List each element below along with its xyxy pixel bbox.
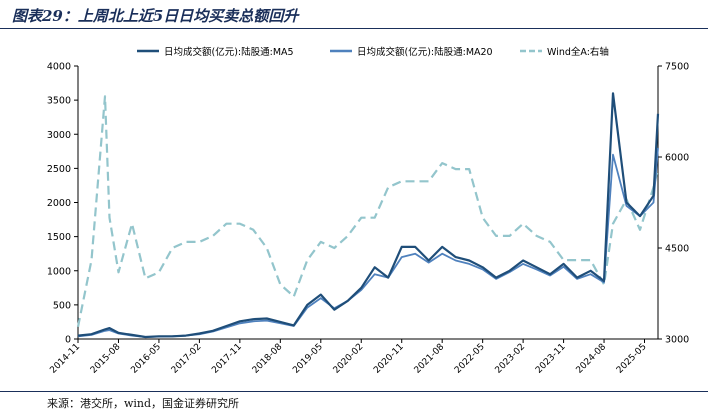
y-left-tick-label: 1500	[47, 232, 71, 243]
y-left-tick-label: 0	[65, 335, 71, 346]
x-tick-label: 2017-02	[170, 342, 204, 376]
y-right-tick-label: 4500	[665, 244, 689, 255]
x-tick-label: 2014-11	[48, 342, 82, 376]
series-line-wind	[76, 95, 660, 328]
x-tick-label: 2018-08	[251, 342, 285, 376]
x-tick-label: 2016-05	[129, 342, 163, 376]
footer-divider	[0, 391, 708, 392]
legend-label-ma5: 日均成交额(亿元):陆股通:MA5	[164, 46, 294, 58]
y-right-tick-label: 3000	[665, 335, 689, 346]
y-right-tick-label: 7500	[665, 62, 689, 73]
x-tick-label: 2024-08	[575, 342, 609, 376]
y-left-tick-label: 1000	[47, 266, 71, 277]
y-right-tick-label: 6000	[665, 153, 689, 164]
x-tick-label: 2021-08	[413, 342, 447, 376]
x-tick-label: 2025-05	[615, 342, 649, 376]
x-tick-label: 2023-02	[494, 342, 528, 376]
series-line-ma20	[77, 147, 659, 338]
chart-series	[76, 92, 660, 339]
y-left-tick-label: 500	[53, 300, 71, 311]
chart-axes: 0 500 1000 1500 2000 2500 3000 3500 4000 3000 4500…	[47, 62, 689, 376]
x-tick-label: 2017-11	[210, 342, 244, 376]
y-left-tick-label: 3000	[47, 130, 71, 141]
source-note: 来源：港交所，wind，国金证券研究所	[47, 397, 240, 410]
y-left-tick-label: 3500	[47, 96, 71, 107]
x-tick-label: 2019-05	[291, 342, 325, 376]
x-tick-label: 2022-05	[453, 342, 487, 376]
legend-label-ma20: 日均成交额(亿元):陆股通:MA20	[357, 46, 493, 58]
legend-label-wind: Wind全A:右轴	[547, 46, 609, 58]
y-left-tick-label: 2500	[47, 164, 71, 175]
chart-legend: 日均成交额(亿元):陆股通:MA5 日均成交额(亿元):陆股通:MA20 Wind全…	[137, 46, 609, 58]
y-left-tick-label: 4000	[47, 62, 71, 73]
figure-title: 图表29：上周北上近5日日均买卖总额回升	[12, 7, 299, 25]
x-tick-label: 2023-11	[534, 342, 568, 376]
x-tick-label: 2020-02	[332, 342, 366, 376]
y-left-tick-label: 2000	[47, 198, 71, 209]
series-line-ma5	[77, 92, 660, 339]
x-tick-label: 2020-11	[372, 342, 406, 376]
title-divider	[0, 28, 708, 29]
x-tick-label: 2015-08	[89, 342, 123, 376]
